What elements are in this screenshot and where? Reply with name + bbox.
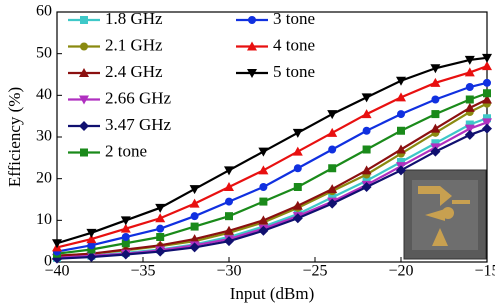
data-point [430, 124, 440, 133]
data-point [466, 96, 474, 104]
x-tick-label: −15 [474, 263, 495, 280]
data-point [293, 129, 303, 138]
x-tick-label: −30 [216, 263, 241, 280]
data-point [156, 225, 164, 233]
legend-marker [248, 16, 256, 24]
data-point [396, 145, 406, 154]
page: {"chart_data": {"type": "line", "x_label… [0, 0, 495, 307]
data-point [294, 183, 302, 191]
y-tick-label: 60 [36, 3, 52, 20]
data-point [259, 183, 267, 191]
data-point [431, 110, 439, 118]
data-point [122, 233, 130, 241]
data-point [482, 124, 492, 134]
data-point [327, 128, 337, 137]
chart: Input (dBm) Efficiency (%) −40−35−30−25−… [0, 0, 495, 307]
legend-marker [79, 121, 89, 131]
legend-label: 3.47 GHz [105, 115, 172, 134]
data-point [483, 89, 491, 97]
x-tick-label: −35 [130, 263, 155, 280]
y-tick-label: 30 [36, 128, 52, 145]
legend-label: 2 tone [105, 141, 147, 160]
data-point [190, 185, 200, 194]
legend-label: 4 tone [273, 35, 315, 54]
legend-label: 2.1 GHz [105, 35, 163, 54]
data-point [259, 198, 267, 206]
data-point [362, 165, 372, 174]
data-point [191, 212, 199, 220]
legend-label: 5 tone [273, 62, 315, 81]
data-point [225, 198, 233, 206]
x-axis-label: Input (dBm) [230, 284, 315, 303]
legend-marker [80, 16, 88, 24]
inset-photo [404, 170, 486, 259]
y-tick-label: 10 [36, 211, 52, 228]
y-tick-label: 40 [36, 86, 52, 103]
x-tick-label: −25 [302, 263, 327, 280]
data-point [397, 127, 405, 135]
legend-marker [80, 149, 88, 157]
data-point [225, 212, 233, 220]
data-point [466, 83, 474, 91]
data-point [328, 146, 336, 154]
x-tick-label: −20 [388, 263, 413, 280]
legend-label: 1.8 GHz [105, 9, 163, 28]
legend-marker [80, 43, 88, 51]
data-point [258, 165, 268, 174]
y-tick-label: 50 [36, 44, 52, 61]
data-point [224, 166, 234, 175]
legend-label: 2.66 GHz [105, 88, 172, 107]
legend-label: 3 tone [273, 9, 315, 28]
legend-label: 2.4 GHz [105, 62, 163, 81]
data-point [363, 146, 371, 154]
data-point [294, 164, 302, 172]
y-tick-label: 0 [44, 253, 52, 270]
data-point [328, 164, 336, 172]
data-point [483, 79, 491, 87]
y-tick-label: 20 [36, 169, 52, 186]
data-point [156, 233, 164, 241]
data-point [258, 148, 268, 157]
data-point [327, 110, 337, 119]
data-point [397, 110, 405, 118]
data-point [431, 96, 439, 104]
data-point [293, 147, 303, 156]
data-point [363, 127, 371, 135]
data-point [191, 223, 199, 231]
y-axis-label: Efficiency (%) [5, 87, 24, 187]
